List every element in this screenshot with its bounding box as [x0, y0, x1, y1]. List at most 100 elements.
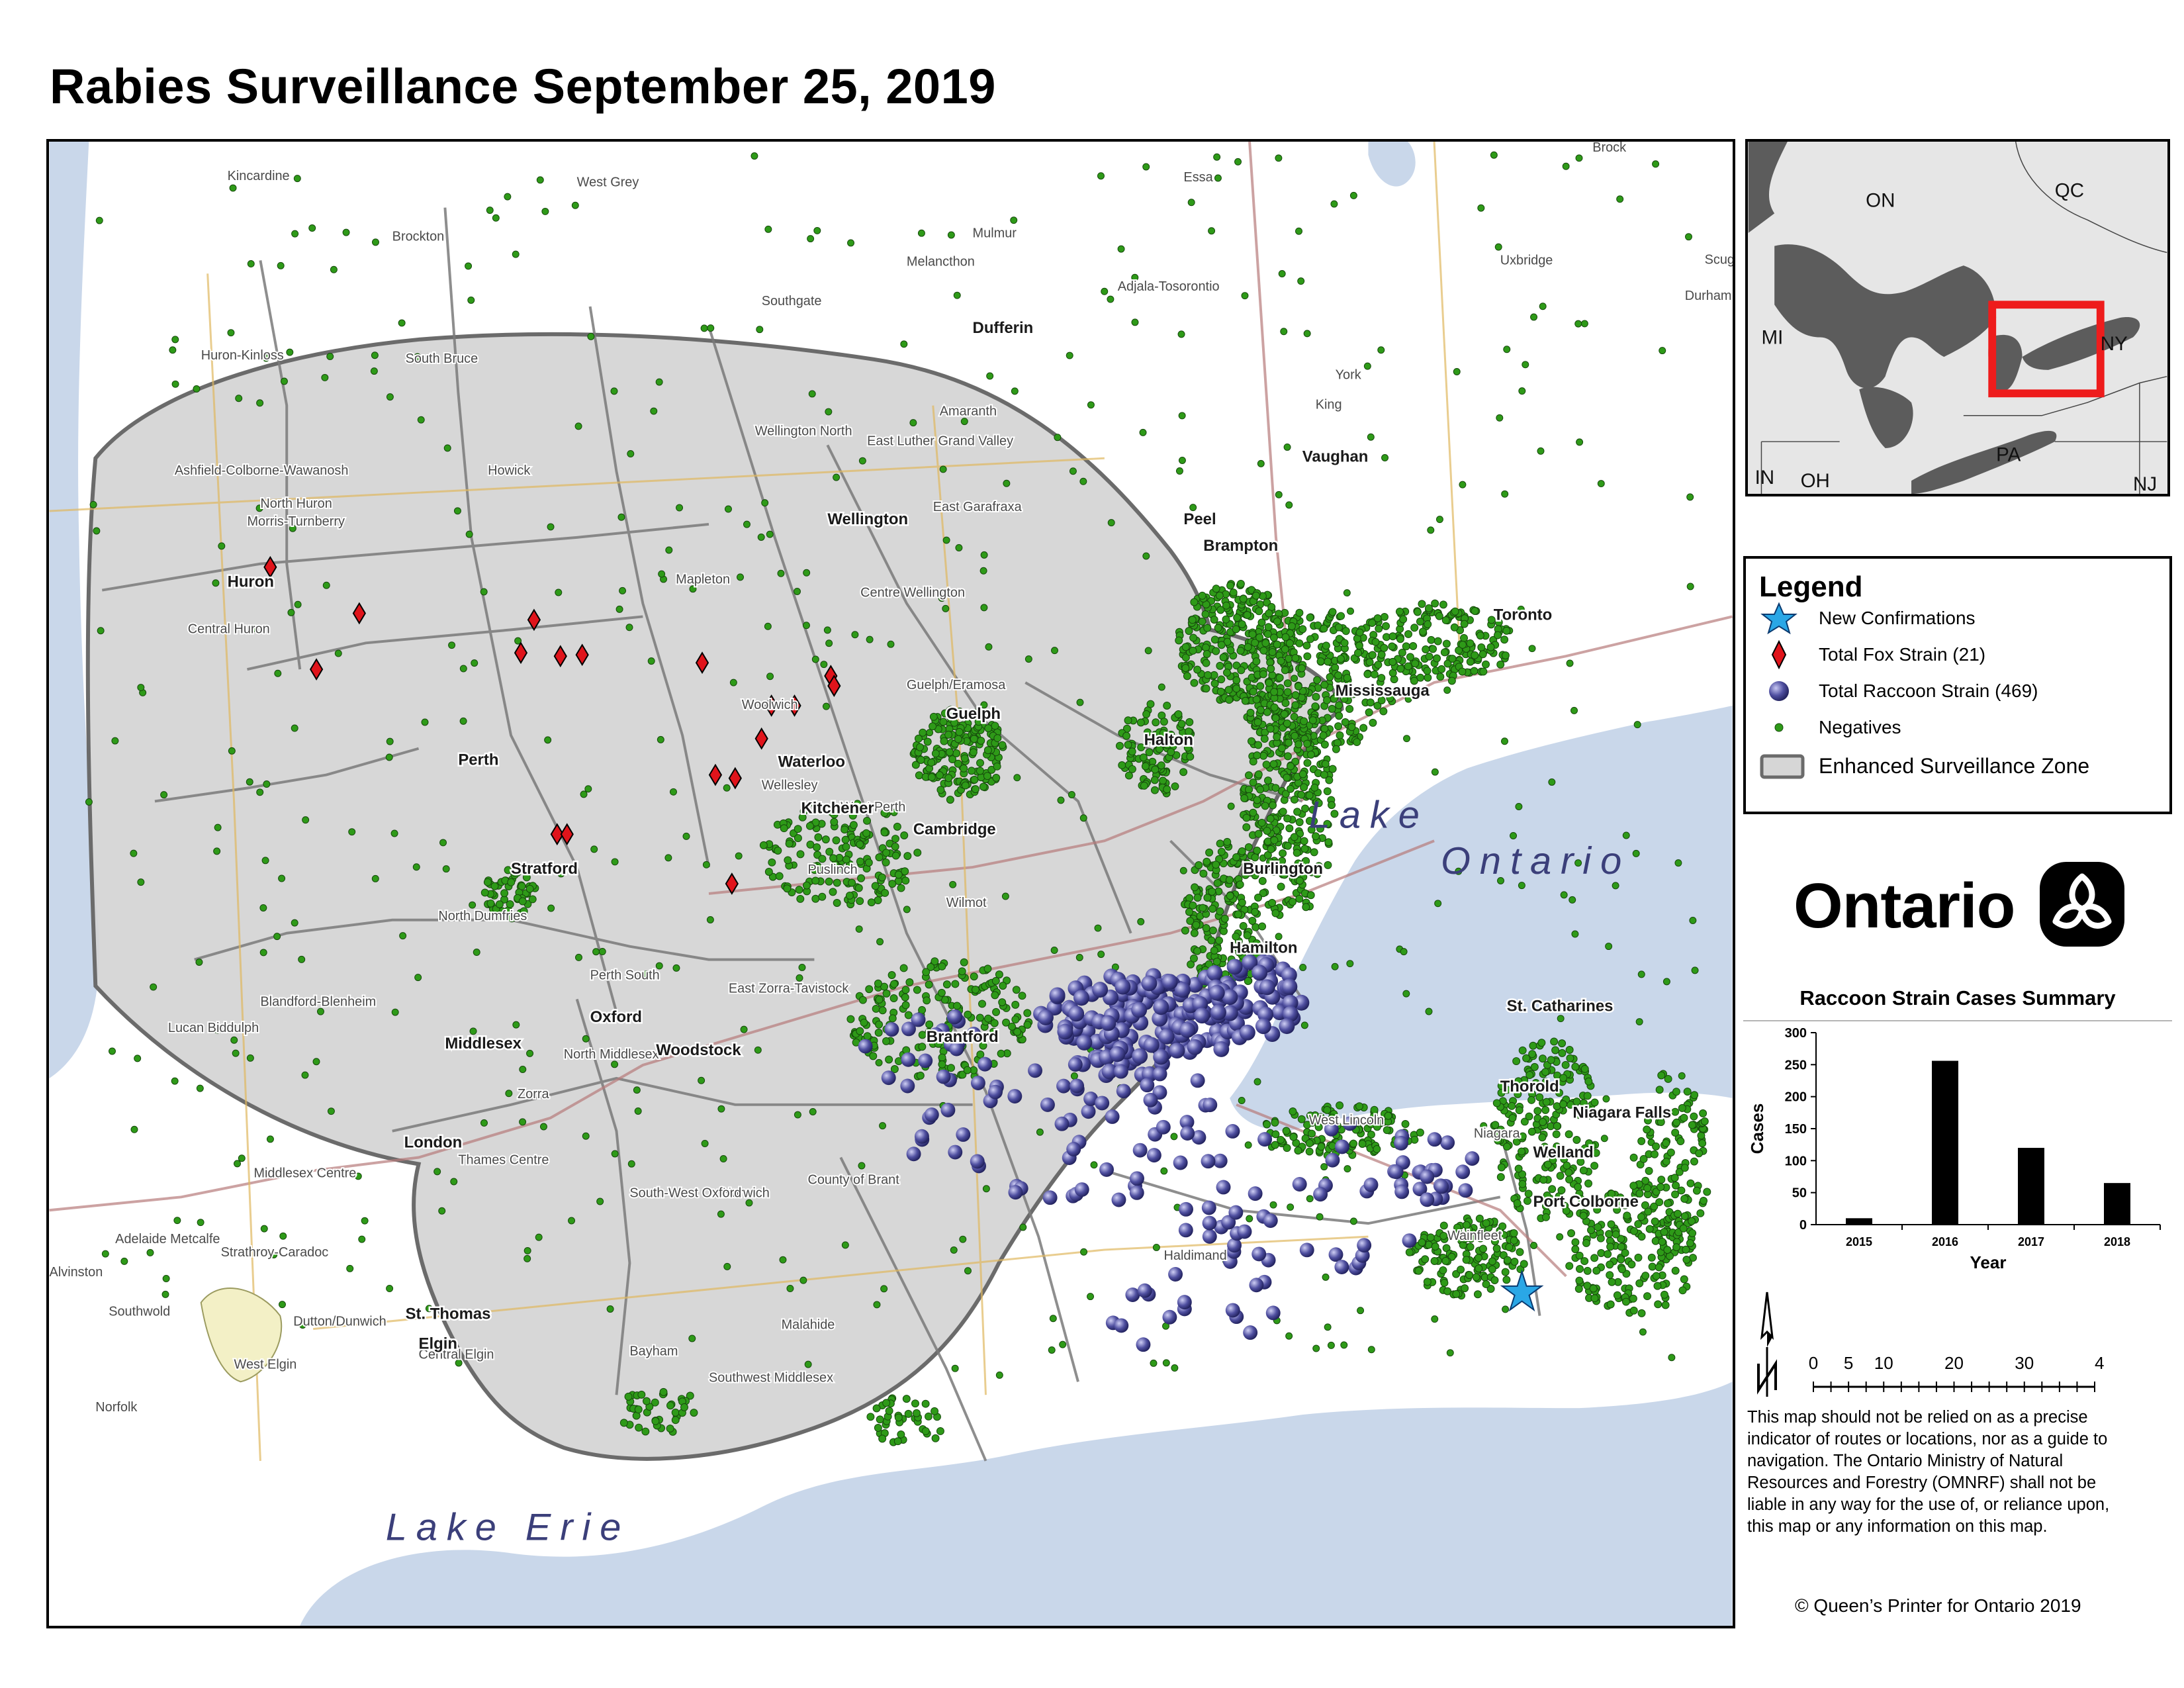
- scale-bar: 0510203040 km: [1800, 1350, 2142, 1403]
- negative-dot: [1340, 1341, 1348, 1349]
- negative-dot: [238, 1154, 246, 1162]
- negative-dot: [1655, 1198, 1664, 1207]
- negative-dot: [1261, 639, 1270, 647]
- negative-dot: [1296, 876, 1304, 885]
- negative-dot: [443, 444, 451, 452]
- negative-dot: [1283, 1144, 1291, 1152]
- negative-dot: [1405, 1248, 1414, 1256]
- negative-dot: [386, 1285, 394, 1292]
- negative-dot: [959, 1235, 967, 1243]
- negative-dot: [1346, 960, 1354, 968]
- negative-dot: [1462, 1256, 1471, 1264]
- raccoon-marker: [1465, 1151, 1480, 1166]
- negative-dot: [1482, 660, 1490, 669]
- negative-dot: [1158, 683, 1165, 691]
- negative-dot: [1414, 1266, 1423, 1275]
- negative-dot: [1279, 849, 1287, 858]
- negative-dot: [1227, 802, 1235, 810]
- ontario-wordmark: Ontario: [1794, 870, 2015, 941]
- main-map[interactable]: Kincardine Brockton West Grey Essa Brock Mulm…: [46, 139, 1735, 1628]
- negative-dot: [1635, 1018, 1643, 1026]
- negative-dot: [229, 184, 237, 192]
- place-label-major: Burlington: [1243, 860, 1323, 878]
- negative-dot: [1490, 151, 1498, 159]
- negative-dot: [1678, 1286, 1687, 1295]
- negative-dot: [1243, 863, 1251, 872]
- negative-dot: [1287, 1203, 1295, 1211]
- negative-dot: [1431, 1243, 1439, 1251]
- negative-dot: [1328, 1142, 1337, 1150]
- negative-dot: [615, 605, 623, 613]
- negative-dot: [1261, 802, 1269, 810]
- negative-dot: [1285, 824, 1294, 833]
- negative-dot: [1223, 837, 1232, 846]
- negative-dot: [1530, 1241, 1538, 1249]
- negative-dot: [455, 1359, 463, 1367]
- negative-dot: [1347, 607, 1355, 615]
- negative-dot: [1455, 646, 1463, 655]
- negative-dot: [1300, 837, 1308, 845]
- negative-dot: [1343, 589, 1351, 597]
- negative-dot: [1087, 1293, 1095, 1301]
- negative-dot: [918, 1043, 927, 1051]
- negative-dot: [1266, 858, 1275, 866]
- negative-dot: [1571, 930, 1579, 938]
- legend: Legend New Confirmations Total Fox Strai…: [1743, 556, 2172, 814]
- place-label-major: Toronto: [1494, 606, 1553, 624]
- negative-dot: [1151, 765, 1160, 774]
- negative-dot: [624, 1392, 633, 1401]
- negative-dot: [1328, 801, 1336, 810]
- raccoon-marker: [1177, 1295, 1192, 1310]
- negative-dot: [1380, 612, 1388, 621]
- negative-dot: [1541, 1105, 1550, 1114]
- negative-dot: [970, 735, 978, 743]
- negative-dot: [1018, 992, 1026, 1000]
- negative-dot: [1473, 1290, 1482, 1299]
- negative-dot: [1285, 1332, 1293, 1340]
- negative-dot: [689, 585, 697, 593]
- negative-dot: [1291, 691, 1300, 700]
- star-icon: [1759, 602, 1799, 635]
- negative-dot: [857, 874, 866, 882]
- negative-dot: [890, 980, 898, 988]
- raccoon-marker: [1420, 1169, 1435, 1184]
- place-label-major: Kitchener: [801, 799, 874, 817]
- negative-dot: [1234, 910, 1242, 919]
- negative-dot: [707, 324, 715, 332]
- negative-dot: [1459, 641, 1467, 649]
- negative-dot: [1257, 618, 1266, 627]
- place-label-minor: Niagara: [1474, 1127, 1521, 1141]
- negative-dot: [992, 1008, 1001, 1016]
- negative-dot: [1690, 1157, 1698, 1166]
- negative-dot: [1273, 640, 1281, 649]
- place-label-minor: Wellesley: [762, 778, 818, 793]
- negative-dot: [1462, 1221, 1471, 1229]
- negative-dot: [1607, 1190, 1615, 1198]
- negative-dot: [130, 1125, 138, 1133]
- negative-dot: [1426, 1233, 1435, 1242]
- negative-dot: [904, 1409, 913, 1418]
- negative-dot: [1335, 635, 1343, 643]
- negative-dot: [1262, 761, 1271, 769]
- negative-dot: [433, 1168, 441, 1176]
- negative-dot: [1632, 849, 1640, 857]
- negative-dot: [848, 878, 856, 887]
- negative-dot: [1584, 1179, 1593, 1188]
- negative-dot: [865, 985, 874, 994]
- negative-dot: [1236, 580, 1245, 588]
- negative-dot: [1253, 796, 1261, 804]
- place-label-minor: Wellington North: [755, 424, 852, 438]
- place-label-minor: Woolwich: [742, 698, 798, 712]
- negative-dot: [1280, 710, 1289, 718]
- negative-dot: [414, 353, 422, 361]
- negative-dot: [506, 900, 514, 908]
- place-label-minor: Central Huron: [188, 622, 270, 636]
- y-axis-label: Cases: [1747, 1103, 1767, 1154]
- negative-dot: [1324, 838, 1333, 847]
- negative-dot: [555, 588, 563, 596]
- negative-dot: [1308, 716, 1317, 725]
- negative-dot: [1674, 1209, 1682, 1218]
- negative-dot: [637, 1390, 646, 1399]
